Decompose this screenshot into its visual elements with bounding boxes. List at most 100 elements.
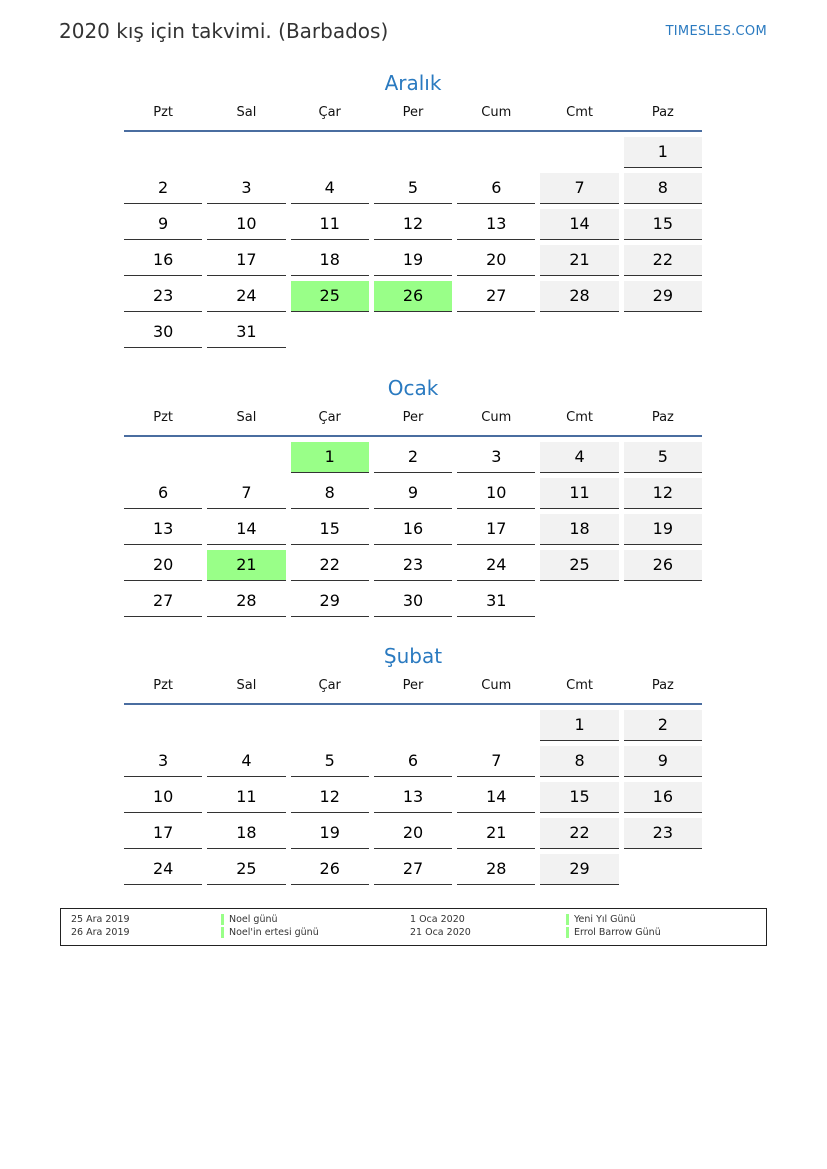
day-cell[interactable]: 5 — [373, 173, 453, 204]
day-cell[interactable]: 11 — [540, 478, 619, 509]
day-cell[interactable]: 16 — [373, 514, 453, 545]
day-cell[interactable]: 9 — [124, 209, 203, 240]
day-cell[interactable]: 14 — [540, 209, 619, 240]
day-cell[interactable]: 19 — [290, 818, 369, 849]
holiday-marker — [566, 914, 569, 925]
day-cell[interactable]: 26 — [373, 281, 453, 312]
day-cell[interactable]: 20 — [373, 818, 453, 849]
day-cell[interactable]: 17 — [207, 245, 286, 276]
weekday-label: Cmt — [566, 105, 593, 120]
day-cell[interactable]: 8 — [540, 746, 619, 777]
day-cell[interactable]: 29 — [623, 281, 702, 312]
header-rule — [124, 435, 702, 437]
day-cell[interactable]: 16 — [623, 782, 702, 813]
day-cell[interactable]: 18 — [540, 514, 619, 545]
day-cell[interactable]: 14 — [457, 782, 536, 813]
day-cell[interactable]: 6 — [124, 478, 203, 509]
day-cell[interactable]: 19 — [623, 514, 702, 545]
day-cell[interactable]: 29 — [290, 586, 369, 617]
day-cell[interactable]: 12 — [373, 209, 453, 240]
day-cell[interactable]: 5 — [623, 442, 702, 473]
day-cell[interactable]: 10 — [207, 209, 286, 240]
day-cell[interactable]: 21 — [207, 550, 286, 581]
day-cell[interactable]: 6 — [457, 173, 536, 204]
day-cell[interactable]: 7 — [457, 746, 536, 777]
empty-cell — [540, 317, 618, 347]
day-cell[interactable]: 20 — [124, 550, 203, 581]
day-cell[interactable]: 12 — [623, 478, 702, 509]
day-cell[interactable]: 26 — [290, 854, 369, 885]
day-cell[interactable]: 27 — [373, 854, 453, 885]
day-cell[interactable]: 27 — [457, 281, 536, 312]
day-cell[interactable]: 8 — [623, 173, 702, 204]
day-cell[interactable]: 4 — [290, 173, 369, 204]
day-cell[interactable]: 18 — [207, 818, 286, 849]
day-cell[interactable]: 28 — [207, 586, 286, 617]
day-cell[interactable]: 12 — [290, 782, 369, 813]
holiday-marker — [221, 927, 224, 938]
day-cell[interactable]: 3 — [457, 442, 536, 473]
day-cell[interactable]: 28 — [457, 854, 536, 885]
day-cell[interactable]: 25 — [207, 854, 286, 885]
day-cell[interactable]: 7 — [540, 173, 619, 204]
day-cell[interactable]: 21 — [540, 245, 619, 276]
day-cell[interactable]: 30 — [124, 317, 203, 348]
day-cell[interactable]: 15 — [290, 514, 369, 545]
day-cell[interactable]: 23 — [623, 818, 702, 849]
day-cell[interactable]: 3 — [124, 746, 203, 777]
day-cell[interactable]: 7 — [207, 478, 286, 509]
weekday-label: Paz — [651, 105, 674, 120]
day-cell[interactable]: 13 — [373, 782, 453, 813]
day-cell[interactable]: 9 — [623, 746, 702, 777]
day-cell[interactable]: 27 — [124, 586, 203, 617]
day-cell[interactable]: 10 — [124, 782, 203, 813]
day-cell[interactable]: 31 — [457, 586, 536, 617]
day-cell[interactable]: 22 — [540, 818, 619, 849]
day-cell[interactable]: 20 — [457, 245, 536, 276]
day-cell[interactable]: 1 — [290, 442, 369, 473]
day-cell[interactable]: 3 — [207, 173, 286, 204]
day-cell[interactable]: 16 — [124, 245, 203, 276]
day-cell[interactable]: 11 — [207, 782, 286, 813]
day-cell[interactable]: 23 — [373, 550, 453, 581]
day-cell[interactable]: 1 — [540, 710, 619, 741]
day-cell[interactable]: 17 — [124, 818, 203, 849]
day-cell[interactable]: 2 — [623, 710, 702, 741]
day-cell[interactable]: 17 — [457, 514, 536, 545]
day-cell[interactable]: 22 — [623, 245, 702, 276]
day-cell[interactable]: 29 — [540, 854, 619, 885]
day-cell[interactable]: 18 — [290, 245, 369, 276]
day-cell[interactable]: 28 — [540, 281, 619, 312]
day-cell[interactable]: 26 — [623, 550, 702, 581]
day-cell[interactable]: 25 — [540, 550, 619, 581]
day-cell[interactable]: 6 — [373, 746, 453, 777]
day-cell[interactable]: 15 — [540, 782, 619, 813]
weekday-label: Cum — [481, 105, 512, 120]
day-cell[interactable]: 11 — [290, 209, 369, 240]
day-cell[interactable]: 24 — [207, 281, 286, 312]
day-cell[interactable]: 23 — [124, 281, 203, 312]
day-cell[interactable]: 31 — [207, 317, 286, 348]
day-cell[interactable]: 10 — [457, 478, 536, 509]
day-cell[interactable]: 19 — [373, 245, 453, 276]
day-cell[interactable]: 21 — [457, 818, 536, 849]
brand-logo[interactable]: TIMESLES.COM — [665, 24, 767, 39]
day-cell[interactable]: 4 — [207, 746, 286, 777]
day-cell[interactable]: 8 — [290, 478, 369, 509]
day-cell[interactable]: 5 — [290, 746, 369, 777]
day-cell[interactable]: 13 — [124, 514, 203, 545]
day-cell[interactable]: 13 — [457, 209, 536, 240]
day-cell[interactable]: 14 — [207, 514, 286, 545]
day-cell[interactable]: 1 — [623, 137, 702, 168]
day-cell[interactable]: 4 — [540, 442, 619, 473]
day-cell[interactable]: 30 — [373, 586, 453, 617]
day-cell[interactable]: 15 — [623, 209, 702, 240]
day-cell[interactable]: 9 — [373, 478, 453, 509]
day-cell[interactable]: 24 — [457, 550, 536, 581]
day-cell[interactable]: 22 — [290, 550, 369, 581]
holiday-marker — [221, 914, 224, 925]
day-cell[interactable]: 24 — [124, 854, 203, 885]
day-cell[interactable]: 2 — [373, 442, 453, 473]
day-cell[interactable]: 2 — [124, 173, 203, 204]
day-cell[interactable]: 25 — [290, 281, 369, 312]
